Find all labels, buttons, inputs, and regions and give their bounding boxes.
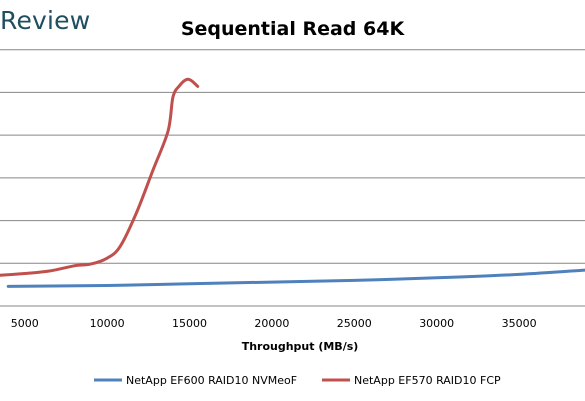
x-tick-label: 35000 <box>502 317 537 330</box>
x-axis-label: Throughput (MB/s) <box>242 340 359 353</box>
grid-lines <box>0 49 585 264</box>
legend-label-1: NetApp EF600 RAID10 NVMeoF <box>126 374 297 387</box>
x-tick-label: 5000 <box>11 317 39 330</box>
legend-label-2: NetApp EF570 RAID10 FCP <box>354 374 501 387</box>
x-tick-label: 25000 <box>337 317 372 330</box>
x-tick-labels: 5000 10000 15000 20000 25000 30000 35000 <box>11 317 537 330</box>
x-tick-label: 30000 <box>419 317 454 330</box>
x-tick-label: 20000 <box>254 317 289 330</box>
series-line-2 <box>0 77 200 277</box>
x-tick-label: 10000 <box>90 317 125 330</box>
chart-title: Sequential Read 64K <box>180 18 405 40</box>
x-tick-label: 15000 <box>172 317 207 330</box>
series-lines <box>0 77 585 288</box>
brand-logo-text: Review <box>0 6 91 35</box>
series-line-1 <box>6 268 585 288</box>
legend: NetApp EF600 RAID10 NVMeoF NetApp EF570 R… <box>94 374 501 387</box>
